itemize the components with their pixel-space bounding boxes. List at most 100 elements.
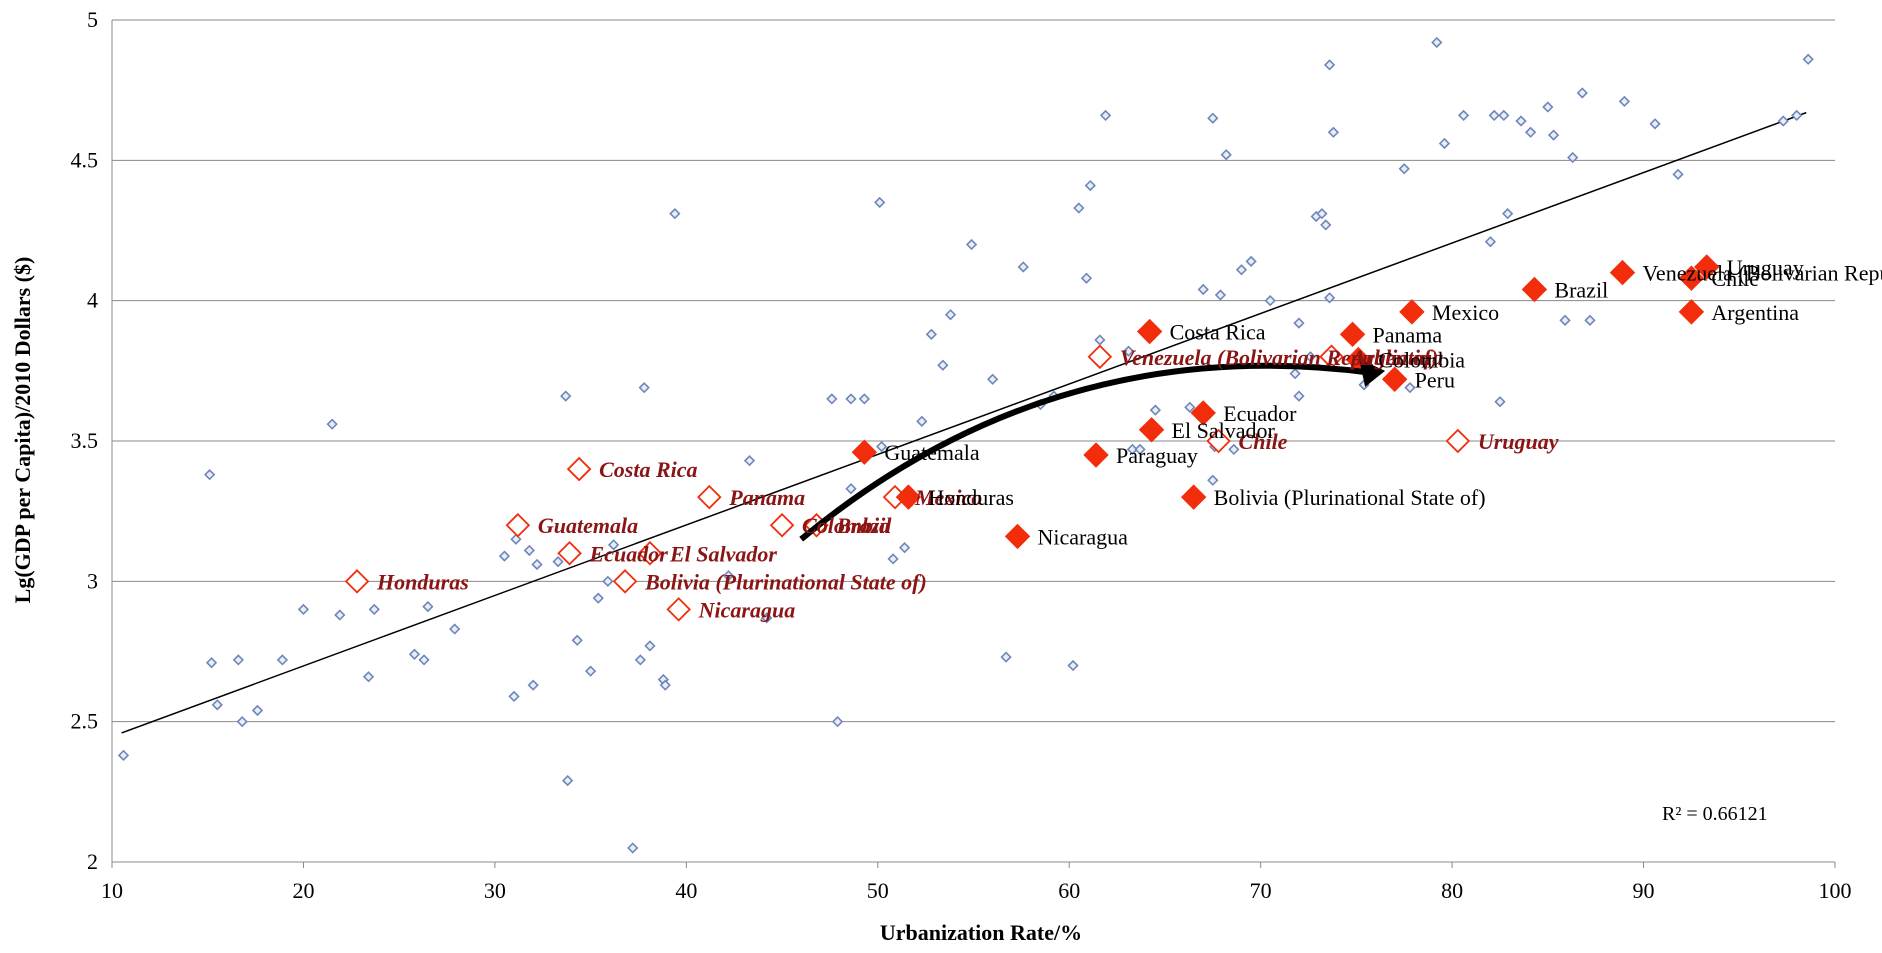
world-point: [1293, 390, 1305, 402]
world-point: [1484, 236, 1497, 248]
world-point: [1304, 351, 1317, 363]
latam-2010-label: Paraguay: [1116, 443, 1198, 468]
world-point: [898, 542, 911, 554]
x-tick-label: 50: [867, 878, 889, 903]
world-point: [965, 238, 978, 251]
latam-2010-label: Venezuela (Bolivarian Republic of): [1642, 261, 1882, 286]
world-point: [1214, 289, 1227, 301]
latam-1980-point: [1206, 428, 1231, 454]
world-point: [1501, 208, 1514, 220]
world-point: [1094, 334, 1106, 346]
world-point: [1080, 272, 1093, 284]
world-point: [627, 842, 639, 854]
world-point: [1542, 101, 1554, 113]
latam-2010-label: Uruguay: [1727, 255, 1804, 280]
world-point: [916, 415, 928, 427]
latam-1980-label: Argentina: [1350, 345, 1444, 370]
world-point: [1264, 295, 1276, 307]
world-point: [531, 558, 543, 571]
world-point: [571, 634, 583, 646]
arrow-shaft: [799, 362, 1372, 542]
x-tick-label: 10: [101, 878, 123, 903]
latam-1980-label: Ecuador: [589, 541, 669, 566]
world-point: [1122, 345, 1135, 357]
latam-1980-point: [344, 569, 370, 594]
world-point: [1488, 109, 1500, 122]
arrow-group: [799, 358, 1386, 542]
latam-1980-point: [769, 512, 795, 538]
world-point: [1618, 95, 1631, 108]
world-point: [925, 328, 938, 340]
world-point: [1067, 659, 1079, 672]
world-point: [1017, 261, 1029, 273]
world-point: [1323, 292, 1336, 304]
world-point: [1515, 115, 1527, 127]
world-point: [875, 440, 888, 453]
latam-2010-point: [1678, 265, 1705, 291]
world-point: [1207, 112, 1219, 124]
world-point: [845, 393, 857, 405]
world-point: [1228, 443, 1240, 456]
world-point: [1584, 314, 1596, 326]
latam-1980-point: [1445, 428, 1471, 454]
world-point: [1245, 255, 1257, 268]
world-point: [592, 592, 604, 604]
world-point: [408, 648, 421, 660]
world-point: [449, 623, 461, 635]
world-point: [334, 609, 346, 621]
world-point: [1327, 126, 1340, 138]
world-point: [236, 716, 248, 728]
axes: 2 2.5 3 3.5 4 4.5 5 10 20 30 40 50 60 70 80 90 100: [71, 7, 1852, 903]
y-axis-title: Lg(GDP per Capita)/2010 Dollars ($): [10, 257, 35, 604]
world-point: [944, 309, 957, 321]
world-point: [858, 393, 871, 405]
y-tick-label: 2.5: [71, 709, 99, 734]
world-point: [508, 690, 520, 703]
world-point: [1220, 149, 1232, 161]
latam-2010-label: Chile: [1711, 266, 1759, 291]
r-squared-label: R² = 0.66121: [1662, 803, 1768, 825]
world-point: [887, 553, 899, 565]
world-point: [1184, 401, 1196, 413]
latam-1980-label: Mexico: [914, 485, 982, 510]
y-tick-label: 2: [87, 849, 98, 874]
latam-2010-label: Costa Rica: [1170, 320, 1266, 345]
world-point: [552, 556, 564, 568]
world-point: [205, 657, 218, 669]
world-point: [1404, 382, 1416, 394]
latam-2010-point: [1694, 254, 1720, 280]
world-point: [1073, 202, 1085, 214]
latam-1980-label: Colombia: [802, 513, 890, 538]
latam-2010-point: [1381, 366, 1408, 392]
world-point: [1084, 179, 1096, 192]
world-point: [251, 704, 264, 717]
world-point: [826, 393, 838, 405]
world-point: [1431, 36, 1443, 49]
world-point: [1791, 109, 1803, 122]
latam-2010-label: Honduras: [928, 485, 1014, 510]
grid: [112, 19, 1835, 863]
world-point: [634, 654, 647, 666]
latam-2010-label: Guatemala: [884, 440, 980, 465]
latam-1980-point: [505, 512, 531, 538]
latam-2010-label: Peru: [1415, 367, 1455, 392]
world-point: [1777, 115, 1789, 127]
world-point: [584, 665, 597, 677]
world-point: [602, 575, 614, 587]
world-point: [1293, 317, 1305, 329]
world-point: [761, 612, 773, 624]
latam-1980-label: Honduras: [376, 569, 469, 594]
latam-1980-point: [637, 540, 663, 566]
world-point: [326, 418, 338, 430]
latam-1980-label: Venezuela (Bolivarian Republic of): [1120, 345, 1438, 370]
latam-2010-point: [1083, 442, 1109, 468]
latam-1980-point: [566, 456, 592, 482]
world-point: [1197, 283, 1209, 296]
world-point: [368, 603, 380, 616]
latam-1980-label: Uruguay: [1478, 429, 1559, 454]
world-point: [1438, 137, 1451, 150]
world-point: [422, 600, 434, 613]
world-point: [211, 699, 223, 711]
world-point: [644, 640, 656, 652]
world-point: [1099, 109, 1112, 122]
